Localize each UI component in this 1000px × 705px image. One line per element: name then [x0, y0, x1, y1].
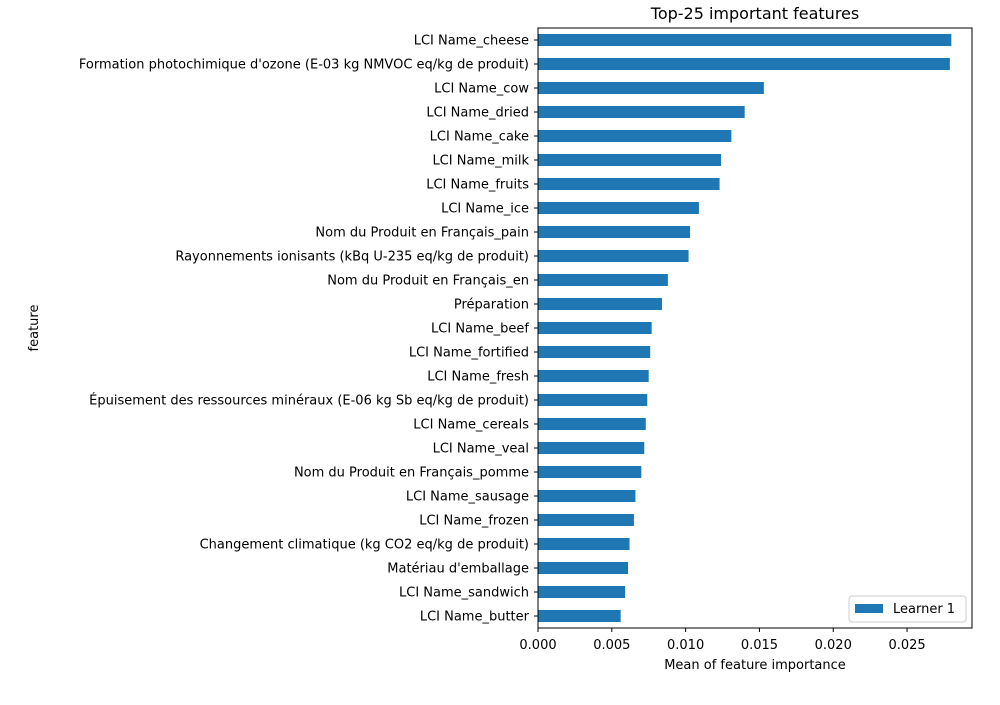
legend-swatch	[855, 604, 883, 613]
y-tick-label: LCI Name_cake	[430, 130, 529, 145]
bar	[538, 202, 699, 214]
bar	[538, 250, 689, 262]
x-axis-label: Mean of feature importance	[664, 658, 846, 673]
y-tick-label: Nom du Produit en Français_pain	[315, 226, 529, 241]
x-tick-label: 0.005	[593, 638, 630, 653]
y-tick-label: LCI Name_frozen	[419, 514, 529, 529]
bar	[538, 298, 662, 310]
y-tick-label: LCI Name_cow	[434, 82, 529, 97]
bar	[538, 490, 636, 502]
y-tick-label: LCI Name_dried	[426, 106, 529, 121]
y-tick-label: LCI Name_fresh	[427, 370, 529, 385]
y-tick-label: LCI Name_beef	[431, 322, 529, 337]
plot-frame	[537, 27, 973, 629]
y-tick-label: Épuisement des ressources minéraux (E-06…	[89, 393, 529, 409]
y-tick-label: Matériau d'emballage	[387, 562, 529, 577]
chart-title: Top-25 important features	[650, 4, 859, 23]
x-tick-label: 0.025	[888, 638, 925, 653]
bar	[538, 346, 651, 358]
bar	[538, 514, 634, 526]
bar	[538, 82, 764, 94]
bar	[538, 538, 630, 550]
y-tick-label: LCI Name_cheese	[414, 34, 529, 49]
y-axis-label: feature	[27, 305, 42, 352]
x-tick-label: 0.000	[519, 638, 556, 653]
legend-label: Learner 1	[893, 602, 955, 617]
bar	[538, 34, 952, 46]
y-tick-label: LCI Name_sausage	[406, 490, 529, 505]
x-tick-label: 0.010	[667, 638, 704, 653]
bar	[538, 562, 629, 574]
bar	[538, 394, 648, 406]
legend: Learner 1	[848, 595, 967, 623]
y-tick-label: LCI Name_cereals	[413, 418, 529, 433]
y-tick-label: LCI Name_fortified	[409, 346, 529, 361]
y-tick-label: LCI Name_fruits	[426, 178, 529, 193]
y-tick-label: Rayonnements ionisants (kBq U-235 eq/kg …	[175, 250, 529, 265]
x-tick-label: 0.015	[741, 638, 778, 653]
y-tick-label: LCI Name_milk	[432, 154, 529, 169]
bar	[538, 106, 745, 118]
bar	[538, 226, 691, 238]
bar	[538, 322, 652, 334]
bars-layer	[538, 34, 952, 622]
bar	[538, 586, 626, 598]
bar	[538, 610, 621, 622]
bar	[538, 418, 646, 430]
x-tick-label: 0.020	[815, 638, 852, 653]
bar	[538, 154, 722, 166]
y-tick-label: Changement climatique (kg CO2 eq/kg de p…	[200, 538, 529, 553]
y-tick-label: LCI Name_butter	[420, 610, 530, 625]
bar	[538, 442, 645, 454]
bar	[538, 178, 720, 190]
legend-box	[848, 595, 967, 623]
y-tick-label: Formation photochimique d'ozone (E-03 kg…	[79, 58, 529, 73]
bar	[538, 58, 950, 70]
x-tick-layer: 0.000 0.005 0.010 0.015 0.020 0.025	[519, 628, 926, 653]
bar	[538, 130, 732, 142]
y-tick-label: LCI Name_sandwich	[399, 586, 529, 601]
y-tick-label: LCI Name_ice	[441, 202, 529, 217]
bar	[538, 370, 649, 382]
bar	[538, 466, 642, 478]
y-tick-layer: LCI Name_cheese Formation photochimique d…	[79, 34, 538, 625]
y-tick-label: Préparation	[454, 298, 529, 313]
y-tick-label: Nom du Produit en Français_pomme	[294, 466, 529, 481]
bar	[538, 274, 668, 286]
y-tick-label: LCI Name_veal	[433, 442, 529, 457]
y-tick-label: Nom du Produit en Français_en	[327, 274, 529, 289]
